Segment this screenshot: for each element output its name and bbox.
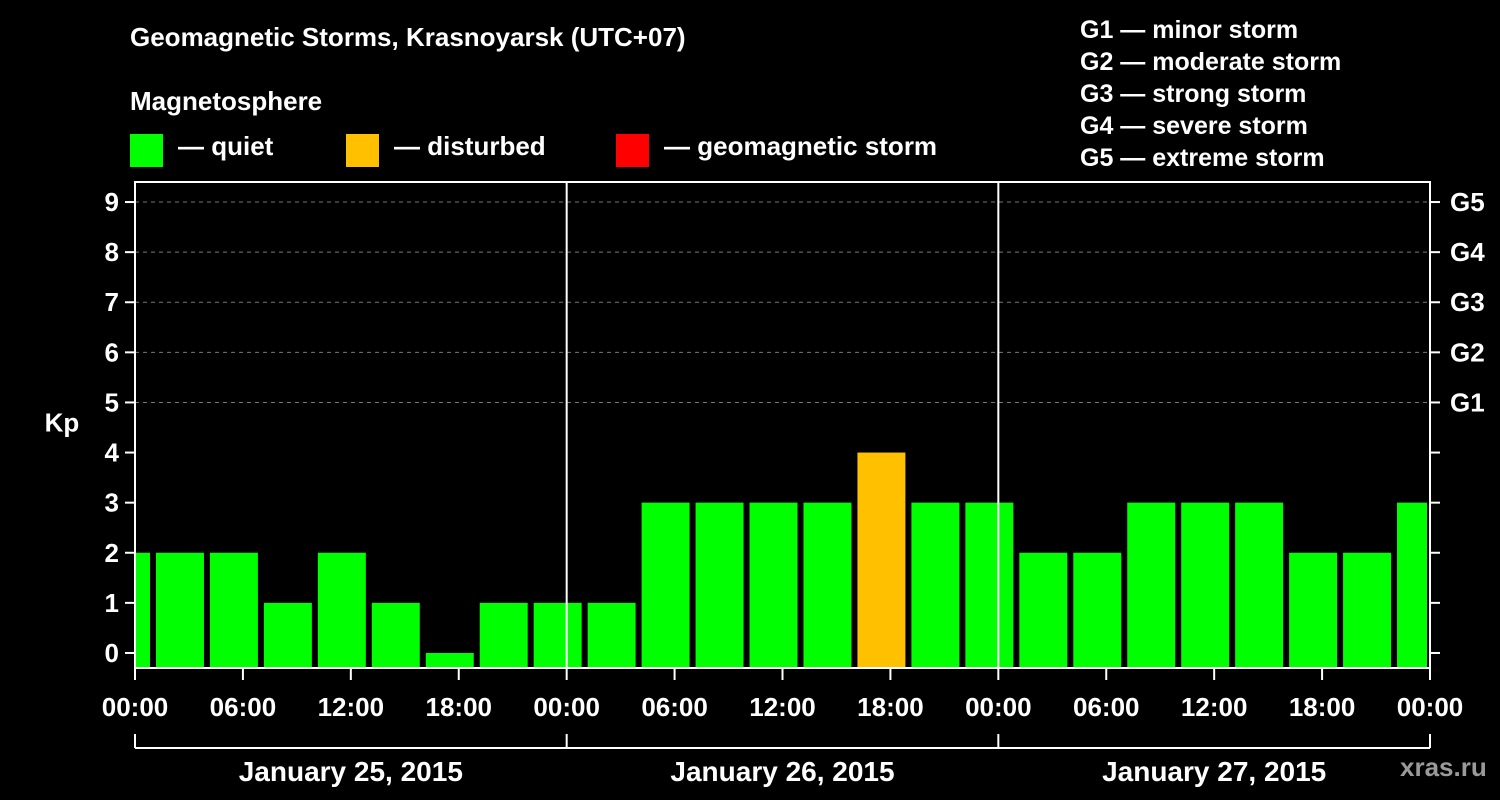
kp-bar — [749, 502, 798, 668]
kp-bar — [533, 602, 582, 668]
kp-bar — [965, 502, 1014, 668]
storm-scale-g5: G5 — extreme storm — [1080, 144, 1325, 172]
kp-bar — [1235, 502, 1284, 668]
x-tick-label: 06:00 — [1073, 692, 1140, 722]
day-label: January 25, 2015 — [239, 756, 463, 787]
legend-swatch-disturbed — [346, 133, 379, 167]
right-axis-label-g1: G1 — [1450, 387, 1485, 417]
x-tick-label: 06:00 — [641, 692, 708, 722]
kp-bar — [317, 552, 366, 668]
storm-scale-g2: G2 — moderate storm — [1080, 48, 1342, 76]
right-axis-label-g3: G3 — [1450, 287, 1485, 317]
y-tick-label: 9 — [105, 187, 119, 217]
x-tick-label: 12:00 — [749, 692, 816, 722]
kp-bar — [695, 502, 744, 668]
chart-title: Geomagnetic Storms, Krasnoyarsk (UTC+07) — [130, 22, 686, 52]
x-tick-label: 06:00 — [210, 692, 277, 722]
kp-bar — [1181, 502, 1230, 668]
legend-item-disturbed: — disturbed — [346, 130, 546, 167]
kp-bar — [155, 552, 204, 668]
right-axis-label-g4: G4 — [1450, 237, 1485, 267]
kp-bar — [803, 502, 852, 668]
legend-label-storm: — geomagnetic storm — [664, 130, 938, 161]
x-tick-label: 00:00 — [102, 692, 169, 722]
x-tick-label: 00:00 — [965, 692, 1032, 722]
kp-bar — [1127, 502, 1176, 668]
kp-bar — [135, 552, 150, 668]
kp-bar — [209, 552, 258, 668]
legend-swatch-quiet — [130, 133, 163, 167]
kp-bar — [857, 452, 906, 668]
storm-scale-legend: G1 — minor storm G2 — moderate storm G3 … — [1080, 14, 1341, 174]
legend-item-storm: — geomagnetic storm — [616, 130, 938, 167]
x-tick-label: 18:00 — [426, 692, 493, 722]
kp-bar — [479, 602, 528, 668]
day-label: January 26, 2015 — [670, 756, 894, 787]
watermark: xras.ru — [1400, 752, 1487, 782]
x-tick-label: 00:00 — [1397, 692, 1464, 722]
right-axis-label-g2: G2 — [1450, 337, 1485, 367]
y-tick-label: 4 — [105, 438, 120, 468]
right-axis-label-g5: G5 — [1450, 187, 1485, 217]
kp-bar — [911, 502, 960, 668]
x-tick-label: 12:00 — [1181, 692, 1248, 722]
y-tick-label: 0 — [105, 638, 119, 668]
y-tick-label: 2 — [105, 538, 119, 568]
kp-bar — [1073, 552, 1122, 668]
x-tick-label: 18:00 — [1289, 692, 1356, 722]
x-tick-label: 12:00 — [318, 692, 385, 722]
kp-bar — [1289, 552, 1338, 668]
day-label: January 27, 2015 — [1102, 756, 1326, 787]
legend-label-disturbed: — disturbed — [394, 130, 546, 161]
kp-bar — [371, 602, 420, 668]
y-axis-label: Kp — [45, 407, 80, 437]
x-tick-label: 00:00 — [533, 692, 600, 722]
storm-scale-g4: G4 — severe storm — [1080, 112, 1308, 140]
y-tick-label: 5 — [105, 387, 119, 417]
kp-bar — [263, 602, 312, 668]
y-tick-label: 7 — [105, 287, 119, 317]
y-tick-label: 6 — [105, 337, 119, 367]
y-tick-label: 3 — [105, 488, 119, 518]
legend-heading: Magnetosphere — [130, 86, 323, 116]
x-tick-label: 18:00 — [857, 692, 924, 722]
y-tick-label: 8 — [105, 237, 119, 267]
legend-item-quiet: — quiet — [130, 130, 274, 167]
y-tick-label: 1 — [105, 588, 119, 618]
kp-bar — [1019, 552, 1068, 668]
kp-bar — [425, 652, 474, 668]
legend-swatch-storm — [616, 133, 649, 167]
legend-label-quiet: — quiet — [178, 130, 274, 161]
kp-bar — [587, 602, 636, 668]
kp-bar — [641, 502, 690, 668]
kp-bar — [1397, 502, 1427, 668]
kp-bar — [1343, 552, 1392, 668]
storm-scale-g3: G3 — strong storm — [1080, 80, 1307, 108]
storm-scale-g1: G1 — minor storm — [1080, 16, 1299, 44]
